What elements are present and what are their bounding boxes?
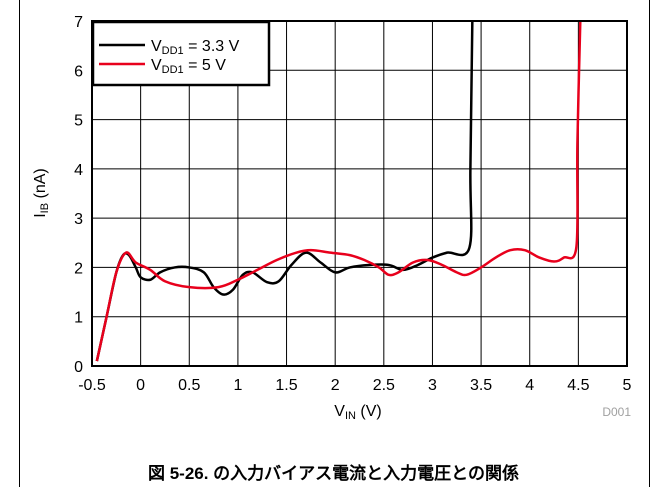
- series-lines: [95, 21, 582, 362]
- series-line-vdd1-5v: [95, 21, 582, 362]
- y-tick-label: 1: [74, 310, 83, 327]
- x-tick-label: 4.5: [567, 377, 589, 394]
- x-axis-label: VIN (V): [334, 403, 381, 422]
- y-tick-label: 3: [74, 211, 83, 228]
- y-tick-label: 2: [74, 260, 83, 277]
- y-tick-label: 5: [74, 113, 83, 130]
- y-tick-label: 4: [74, 162, 83, 179]
- plot-area-border: [91, 20, 628, 367]
- series-line-vdd1-3v3: [95, 21, 474, 362]
- x-tick-label: -0.5: [78, 377, 106, 394]
- legend: VDD1 = 3.3 V VDD1 = 5 V: [91, 20, 271, 87]
- y-tick-label: 0: [74, 359, 83, 376]
- figure-caption: 図 5-26. の入力バイアス電流と入力電圧との関係: [147, 464, 520, 483]
- x-tick-labels: -0.5 0 0.5 1 1.5 2 2.5 3 3.5 4 4.5 5: [78, 377, 631, 394]
- x-tick-label: 0.5: [178, 377, 200, 394]
- x-tick-label: 1.5: [275, 377, 297, 394]
- x-tick-label: 3: [428, 377, 437, 394]
- x-tick-label: 1: [233, 377, 242, 394]
- x-tick-label: 2.5: [373, 377, 395, 394]
- legend-label-5v: VDD1 = 5 V: [151, 57, 226, 76]
- x-tick-label: 0: [136, 377, 145, 394]
- x-tick-label: 4: [525, 377, 534, 394]
- y-axis-label: IIB (nA): [32, 168, 51, 218]
- legend-label-3v3: VDD1 = 3.3 V: [151, 38, 240, 57]
- y-tick-label: 7: [74, 14, 83, 31]
- legend-box: [91, 20, 271, 87]
- x-tick-label: 2: [331, 377, 340, 394]
- figure-id-watermark: D001: [602, 405, 631, 419]
- y-tick-label: 6: [74, 63, 83, 80]
- x-tick-label: 5: [623, 377, 632, 394]
- x-tick-label: 3.5: [470, 377, 492, 394]
- y-tick-labels: 0 1 2 3 4 5 6 7: [74, 14, 83, 376]
